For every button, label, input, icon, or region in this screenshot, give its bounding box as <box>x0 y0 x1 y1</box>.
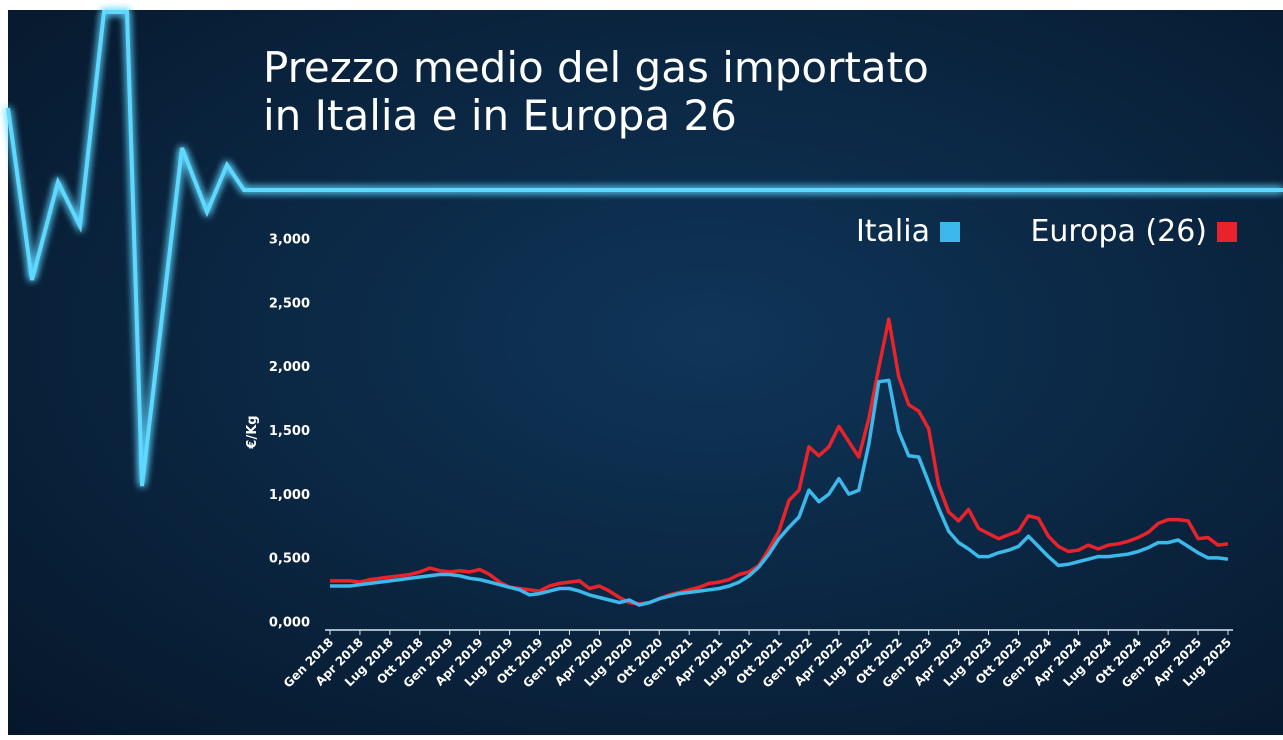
chart-title: Prezzo medio del gas importato <box>263 43 929 92</box>
y-axis-label: €/Kg <box>245 415 260 449</box>
y-tick-label: 0,000 <box>269 616 310 631</box>
chart-title: in Italia e in Europa 26 <box>263 91 737 140</box>
y-tick-label: 1,000 <box>269 488 310 503</box>
legend-swatch <box>940 222 960 242</box>
legend-swatch <box>1217 222 1237 242</box>
y-tick-label: 2,000 <box>269 360 310 375</box>
page: {"chart_data": {"type": "line", "title":… <box>0 0 1283 740</box>
legend-label: Italia <box>856 214 930 249</box>
y-tick-label: 1,500 <box>269 424 310 439</box>
legend-label: Europa (26) <box>1030 214 1207 249</box>
y-tick-label: 3,000 <box>269 233 310 248</box>
y-tick-label: 2,500 <box>269 296 310 311</box>
chart: Prezzo medio del gas importato in Italia… <box>0 0 1283 740</box>
y-tick-label: 0,500 <box>269 552 310 567</box>
